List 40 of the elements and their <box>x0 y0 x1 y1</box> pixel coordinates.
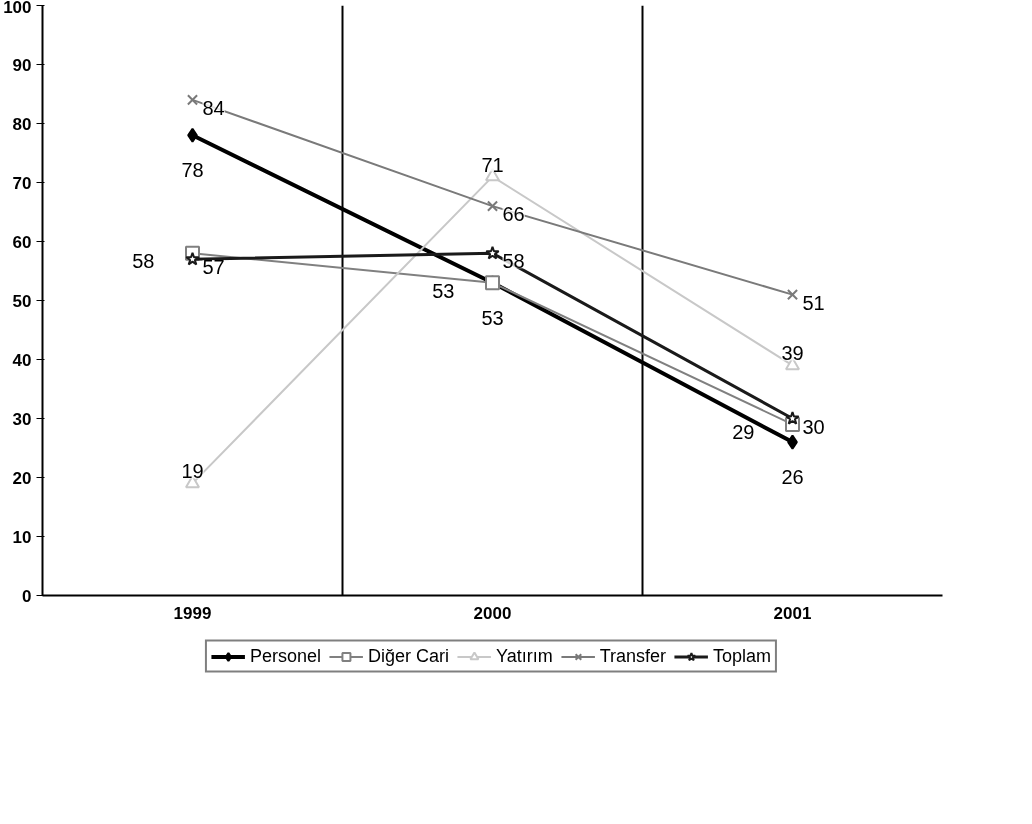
x-tick-label: 1999 <box>173 603 212 623</box>
point <box>185 251 200 266</box>
x-tick-label: 2000 <box>473 603 512 623</box>
y-tick-label: 80 <box>12 114 32 134</box>
y-tick-label: 90 <box>12 55 32 75</box>
data-label: 53 <box>432 279 455 302</box>
point <box>486 200 499 212</box>
y-tick-label: 70 <box>12 173 32 193</box>
y-tick-label: 60 <box>12 232 32 252</box>
data-label: 66 <box>502 203 525 226</box>
point <box>186 94 199 106</box>
legend-label: Yatırım <box>496 645 553 667</box>
point <box>485 245 500 260</box>
data-label: 53 <box>481 306 504 329</box>
data-label: 30 <box>802 415 825 438</box>
legend-label: Toplam <box>713 645 772 667</box>
legend-label: Personel <box>249 645 321 667</box>
data-label: 58 <box>132 250 155 273</box>
point <box>785 411 800 425</box>
legend-label: Diğer Cari <box>367 645 450 667</box>
y-tick-label: 30 <box>12 409 32 429</box>
data-label: 51 <box>802 291 825 314</box>
data-label: 19 <box>181 460 204 483</box>
point <box>786 289 799 301</box>
y-tick-label: 40 <box>12 350 32 370</box>
data-label: 39 <box>781 342 804 365</box>
x-tick-label: 2001 <box>773 603 812 623</box>
data-label: 78 <box>181 159 204 182</box>
y-tick-label: 50 <box>12 291 32 311</box>
y-tick-label: 100 <box>3 0 32 17</box>
data-label: 58 <box>502 250 525 273</box>
legend-label: Transfer <box>599 645 667 667</box>
data-label: 57 <box>202 256 225 279</box>
y-tick-label: 0 <box>22 586 32 606</box>
data-label: 29 <box>732 421 755 444</box>
data-label: 84 <box>202 96 225 119</box>
y-tick-label: 10 <box>12 527 32 547</box>
y-tick-label: 20 <box>12 468 32 488</box>
data-label: 26 <box>781 466 804 489</box>
data-label: 71 <box>481 153 504 176</box>
